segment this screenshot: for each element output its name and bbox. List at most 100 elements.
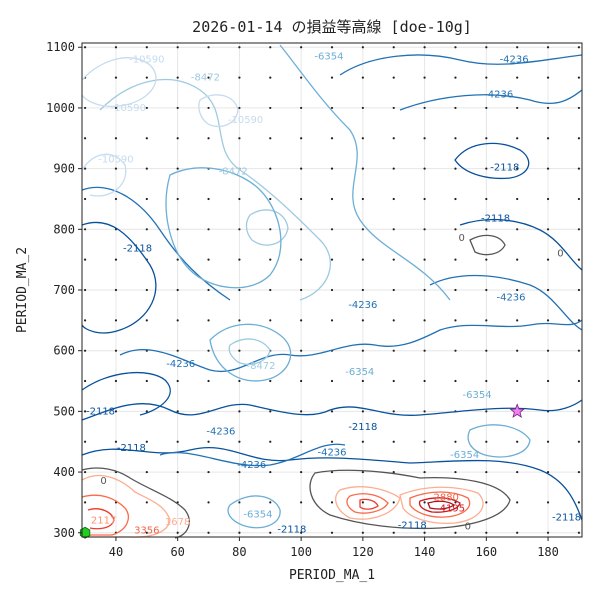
sample-point	[114, 288, 118, 292]
sample-point	[330, 501, 334, 504]
sample-point	[300, 76, 303, 79]
sample-point	[300, 349, 303, 352]
sample-point	[423, 167, 426, 170]
sample-point	[145, 46, 148, 49]
sample-point	[423, 46, 426, 49]
x-tick-label: 100	[290, 545, 312, 559]
sample-point	[577, 531, 581, 534]
sample-point	[546, 197, 550, 201]
sample-point	[114, 46, 118, 49]
sample-point	[83, 410, 87, 413]
sample-point	[516, 440, 519, 443]
sample-point	[83, 167, 87, 170]
sample-point	[392, 228, 395, 231]
contour-positive-right-outer	[399, 486, 484, 524]
contour-neg-2118-right	[459, 218, 583, 271]
contour-label: -2118	[490, 162, 519, 173]
sample-point	[145, 137, 148, 140]
sample-point	[546, 106, 550, 110]
y-tick-label: 700	[53, 283, 75, 297]
sample-point	[485, 137, 488, 140]
contour-label: 0	[100, 476, 106, 487]
sample-point	[516, 106, 519, 110]
sample-point	[454, 76, 457, 79]
sample-point	[83, 349, 87, 352]
sample-point	[238, 349, 241, 352]
sample-point	[114, 410, 118, 413]
sample-point	[516, 531, 519, 534]
x-tick-label: 160	[475, 545, 497, 559]
contour-label: -2118	[117, 443, 146, 454]
contour-label: 2880	[433, 493, 458, 504]
sample-point	[176, 470, 179, 474]
sample-point	[83, 379, 87, 383]
contour-zero-center	[309, 469, 511, 530]
sample-point	[145, 501, 148, 504]
sample-point	[330, 46, 334, 49]
sample-point	[238, 410, 241, 413]
sample-point	[423, 319, 426, 322]
sample-point	[300, 137, 303, 140]
sample-point	[361, 531, 364, 534]
sample-point	[392, 46, 395, 49]
sample-point	[176, 46, 179, 49]
sample-point	[546, 349, 550, 352]
contour-positive-center-inner	[359, 498, 379, 510]
sample-point	[114, 379, 118, 383]
sample-point	[392, 410, 395, 413]
sample-point	[330, 379, 334, 383]
sample-point	[269, 46, 272, 49]
sample-point	[114, 197, 118, 201]
sample-point	[207, 440, 210, 443]
sample-point	[454, 197, 457, 201]
y-tick-label: 600	[53, 344, 75, 358]
sample-point	[577, 410, 581, 413]
contour-label: -2118	[123, 244, 152, 255]
sample-point	[207, 349, 210, 352]
y-tick-label: 1000	[46, 101, 75, 115]
sample-point	[238, 228, 241, 231]
sample-point	[361, 46, 364, 49]
contour-neg-8472-center	[228, 338, 271, 365]
sample-point	[238, 197, 241, 201]
sample-point	[176, 76, 179, 79]
sample-point	[516, 319, 519, 322]
sample-point	[269, 137, 272, 140]
contour-label: -4236	[484, 90, 513, 101]
sample-point	[454, 440, 457, 443]
sample-point	[238, 76, 241, 79]
sample-point	[577, 137, 581, 140]
contour-label: -2118	[481, 213, 510, 224]
sample-point	[546, 440, 550, 443]
sample-point	[300, 410, 303, 413]
contour-label: 0	[557, 249, 563, 260]
sample-point	[145, 76, 148, 79]
sample-point	[269, 379, 272, 383]
sample-point	[546, 46, 550, 49]
contour-neg-2118-upper-right	[454, 142, 530, 180]
contour-neg-10590-topleft	[81, 57, 157, 107]
sample-point	[176, 379, 179, 383]
sample-point	[269, 258, 272, 261]
sample-point	[454, 258, 457, 261]
sample-point	[114, 76, 118, 79]
contour-neg-4236-lower	[159, 443, 346, 467]
contour-label: 0	[465, 522, 471, 533]
sample-point	[83, 319, 87, 322]
sample-point	[300, 379, 303, 383]
hexagon-marker	[79, 526, 91, 539]
sample-point	[330, 319, 334, 322]
sample-point	[485, 440, 488, 443]
sample-point	[516, 228, 519, 231]
sample-point	[361, 106, 364, 110]
sample-point	[207, 470, 210, 474]
x-tick-label: 140	[414, 545, 436, 559]
sample-point	[577, 46, 581, 49]
sample-point	[546, 167, 550, 170]
contour-neg-10590-left	[81, 153, 127, 197]
sample-point	[145, 106, 148, 110]
sample-point	[577, 470, 581, 474]
sample-point	[145, 379, 148, 383]
sample-point	[392, 137, 395, 140]
